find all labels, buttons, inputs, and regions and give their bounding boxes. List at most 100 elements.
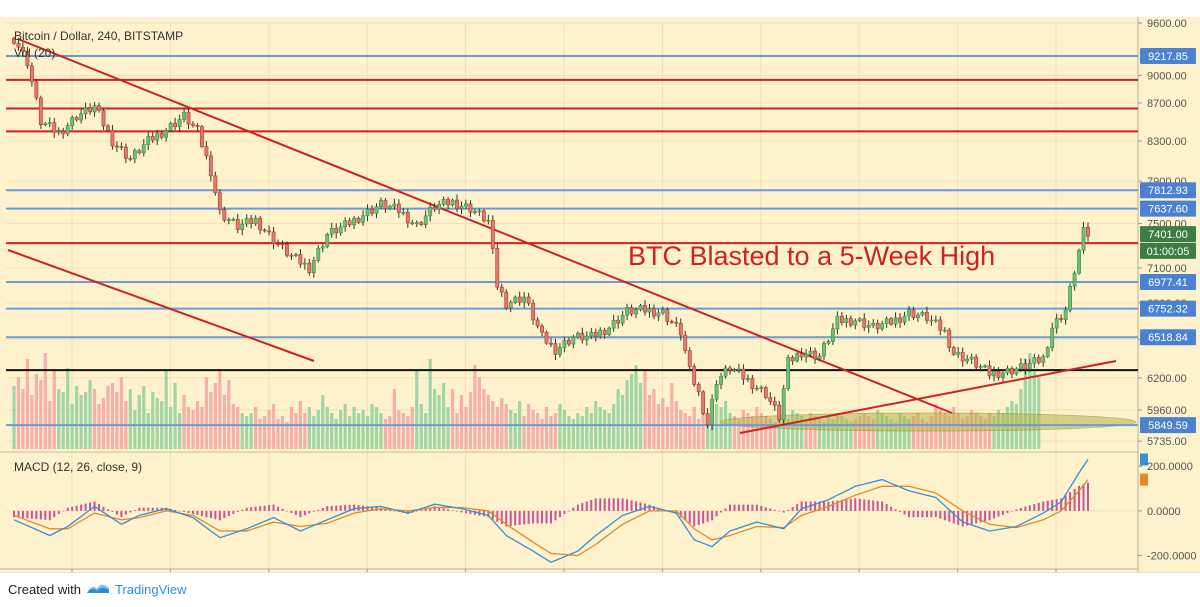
candle-body: [455, 199, 459, 209]
candle-body: [294, 254, 298, 256]
volume-bar: [504, 404, 508, 449]
volume-bar: [482, 389, 486, 449]
candle-body: [365, 208, 370, 217]
candle-body: [745, 378, 750, 380]
volume-bar: [535, 413, 540, 449]
candle-body: [276, 243, 280, 245]
macd-histogram-bar: [232, 510, 235, 515]
candle-body: [1077, 249, 1081, 274]
macd-histogram-bar: [791, 506, 794, 511]
candle-body: [191, 123, 195, 126]
macd-histogram-bar: [966, 510, 969, 526]
volume-bar: [119, 377, 123, 449]
volume-bar: [764, 416, 768, 449]
macd-histogram-bar: [290, 510, 293, 513]
candle-body: [580, 332, 585, 341]
candle-body: [889, 318, 894, 325]
volume-bar: [522, 416, 526, 449]
candle-body: [965, 358, 970, 362]
volume-bar: [808, 413, 813, 449]
candle-body: [571, 336, 576, 345]
macd-histogram-bar: [147, 507, 150, 511]
candle-body: [768, 397, 773, 402]
candle-body: [428, 206, 433, 217]
candle-body: [137, 150, 142, 154]
volume-bar: [979, 416, 983, 449]
candle-body: [844, 318, 849, 323]
volume-bar: [549, 416, 553, 449]
volume-bar: [446, 407, 450, 449]
price-tick-label: 9600.00: [1147, 18, 1187, 30]
macd-histogram-bar: [688, 510, 691, 524]
volume-bar: [133, 410, 137, 449]
candle-body: [687, 350, 692, 367]
tradingview-link[interactable]: TradingView: [115, 582, 187, 597]
candle-body: [271, 231, 276, 244]
candle-body: [334, 227, 339, 234]
volume-bar: [768, 419, 772, 449]
volume-bar: [728, 413, 732, 449]
macd-histogram-bar: [576, 504, 579, 511]
volume-bar: [992, 416, 996, 449]
candle-body: [146, 135, 151, 145]
candle-body: [517, 296, 522, 303]
uptrend-line: [739, 360, 1117, 434]
macd-histogram-bar: [151, 507, 154, 511]
candle-body: [526, 296, 531, 304]
candle-body: [956, 352, 961, 355]
macd-histogram-bar: [469, 510, 472, 515]
candle-body: [253, 217, 258, 225]
candle-body: [432, 206, 437, 210]
macd-histogram-bar: [35, 510, 38, 520]
candle-body: [1045, 347, 1050, 357]
candle-body: [974, 356, 979, 368]
macd-histogram-bar: [442, 508, 445, 511]
macd-histogram-bar: [1001, 510, 1004, 515]
candle-body: [200, 126, 204, 147]
candle-body: [620, 314, 625, 324]
volume-bar: [562, 410, 567, 449]
volume-bar: [459, 395, 464, 449]
macd-histogram-bar: [751, 504, 754, 511]
candle-body: [173, 122, 178, 127]
macd-histogram-bar: [854, 498, 857, 511]
candle-body: [38, 97, 43, 126]
chart-title: Bitcoin / Dollar, 240, BITSTAMP: [14, 29, 183, 43]
macd-histogram-bar: [21, 510, 24, 518]
volume-bar: [186, 407, 191, 449]
candle-body: [222, 209, 227, 221]
macd-histogram-bar: [1006, 510, 1009, 513]
macd-histogram-bar: [979, 510, 982, 523]
macd-histogram-bar: [988, 510, 991, 521]
candle-body: [674, 322, 679, 324]
volume-bar: [777, 413, 781, 449]
macd-histogram-bar: [433, 506, 436, 511]
macd-histogram-bar: [939, 510, 942, 519]
candle-body: [437, 203, 442, 210]
candle-body: [737, 368, 741, 371]
volume-bar: [889, 419, 893, 449]
macd-histogram-bar: [209, 510, 212, 519]
volume-bar: [714, 404, 719, 449]
macd-histogram-bar: [787, 509, 790, 511]
volume-bar: [271, 404, 276, 449]
macd-histogram-bar: [192, 510, 194, 515]
candle-body: [65, 125, 70, 135]
volume-bar: [222, 395, 226, 449]
macd-histogram-bar: [684, 510, 687, 521]
volume-bar: [401, 413, 405, 449]
macd-histogram-bar: [245, 507, 248, 511]
price-grid: [0, 17, 1139, 589]
volume-bar: [356, 413, 361, 449]
candle-body: [947, 329, 952, 348]
macd-histogram-bar: [711, 510, 714, 521]
tradingview-logo-icon[interactable]: [86, 579, 110, 597]
candle-body: [804, 353, 808, 358]
candle-body: [280, 243, 285, 246]
candle-body: [88, 107, 92, 113]
macd-histogram-bar: [943, 510, 946, 521]
candle-body: [513, 296, 518, 303]
candle-body: [575, 332, 580, 338]
candle-body: [634, 309, 638, 315]
volume-bar: [553, 413, 558, 449]
